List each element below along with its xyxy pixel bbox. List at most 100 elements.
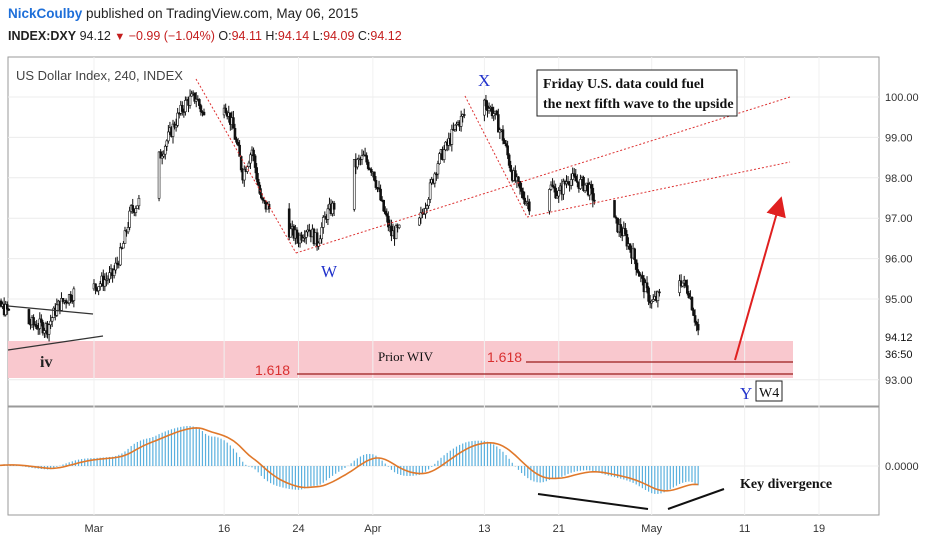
- candle-body: [202, 111, 206, 116]
- low-value: 94.09: [323, 29, 355, 43]
- candle-body: [397, 224, 401, 228]
- candle-body: [554, 187, 557, 199]
- candle-body: [98, 283, 102, 287]
- candle-body: [134, 208, 138, 213]
- candle-body: [571, 173, 574, 180]
- candle-body: [495, 110, 499, 115]
- candle-body: [681, 282, 684, 287]
- candle-body: [171, 123, 175, 137]
- candle-body: [236, 141, 240, 146]
- candle-body: [569, 179, 573, 186]
- candle-body: [260, 193, 263, 199]
- candle-body: [253, 155, 257, 168]
- symbol-name: INDEX:DXY: [8, 29, 77, 43]
- candle-body: [684, 279, 688, 286]
- candle-body: [695, 321, 698, 325]
- oscillator-signal-line: [0, 427, 699, 492]
- candle-body: [295, 229, 299, 239]
- candle-body: [36, 328, 40, 330]
- symbol-line: INDEX:DXY 94.12 ▼ −0.99 (−1.04%) O:94.11…: [8, 29, 402, 43]
- candle-body: [119, 247, 122, 266]
- candle-body: [492, 113, 495, 117]
- candle-body: [38, 318, 42, 329]
- candle-body: [315, 232, 319, 247]
- candle-body: [94, 283, 97, 289]
- candle-body: [690, 297, 694, 311]
- candle-body: [326, 208, 330, 220]
- candle-body: [193, 92, 196, 102]
- candle-body: [35, 324, 38, 329]
- candle-body: [258, 184, 262, 194]
- low-key: L:: [312, 29, 324, 43]
- time-tick-label: 19: [813, 523, 825, 535]
- candle-body: [645, 282, 649, 289]
- time-grid: [93, 57, 820, 515]
- current-price-label: 94.12: [885, 332, 913, 344]
- candle-body: [131, 205, 135, 210]
- wave-label-y: Y: [740, 384, 752, 403]
- candle-body: [318, 238, 322, 244]
- candle-body: [50, 317, 54, 322]
- candle-body: [436, 163, 440, 175]
- price-tick-label: 100.00: [885, 92, 919, 104]
- candle-body: [61, 298, 65, 303]
- candle-body: [360, 155, 364, 160]
- author-link[interactable]: NickCoulby: [8, 6, 83, 21]
- candle-body: [548, 189, 551, 212]
- candle-body: [267, 203, 271, 210]
- candle-body: [159, 151, 162, 159]
- time-axis: Mar 16 24 Apr 13 21 May 11 19: [85, 523, 826, 535]
- note-box: [536, 69, 738, 117]
- candle-body: [427, 199, 430, 207]
- candle-body: [552, 186, 556, 189]
- candle-body: [647, 287, 650, 302]
- candle-body: [625, 233, 629, 247]
- candle-body: [190, 93, 193, 97]
- down-arrow-icon: ▼: [114, 31, 126, 43]
- note-line-1: Friday U.S. data could fuel: [543, 77, 704, 92]
- candle-body: [514, 170, 517, 182]
- candle-body: [181, 104, 184, 112]
- candle-body: [301, 237, 305, 241]
- candle-body: [583, 184, 587, 191]
- candle-body: [160, 155, 164, 159]
- candle-body: [383, 210, 387, 214]
- candle-body: [252, 149, 255, 157]
- close-value: 94.12: [370, 29, 402, 43]
- candle-body: [692, 309, 695, 316]
- time-tick-label: 16: [218, 523, 230, 535]
- time-tick-label: Mar: [85, 523, 104, 535]
- candle-body: [247, 162, 251, 167]
- candle-body: [176, 112, 179, 126]
- candle-body: [574, 175, 578, 182]
- candle-body: [509, 165, 513, 172]
- price-tick-label: 93.00: [885, 375, 913, 387]
- candle-body: [165, 140, 169, 147]
- chart-title: US Dollar Index, 240, INDEX: [16, 68, 183, 83]
- wave-label-w4: W4: [759, 386, 779, 401]
- candle-body: [4, 304, 7, 316]
- candle-body: [633, 248, 636, 261]
- oscillator-zero-label: 0.0000: [885, 461, 919, 473]
- candle-body: [60, 298, 63, 311]
- published-text: published on TradingView.com, May 06, 20…: [86, 6, 359, 21]
- candle-body: [418, 217, 421, 226]
- candle-body: [162, 153, 166, 157]
- candle-body: [126, 227, 130, 233]
- candle-body: [7, 308, 11, 311]
- candle-body: [238, 144, 241, 157]
- wave-label-iv: iv: [40, 354, 52, 371]
- candle-body: [487, 108, 491, 112]
- candle-body: [235, 139, 238, 143]
- candle-body: [428, 182, 432, 200]
- candle-body: [249, 154, 252, 164]
- candle-body: [320, 227, 324, 240]
- candle-body: [64, 300, 68, 304]
- target-arrow: [734, 196, 786, 361]
- candle-body: [528, 201, 531, 212]
- candle-body: [650, 300, 653, 304]
- candle-body: [304, 231, 308, 238]
- open-value: 94.11: [231, 29, 262, 43]
- candle-body: [555, 195, 559, 199]
